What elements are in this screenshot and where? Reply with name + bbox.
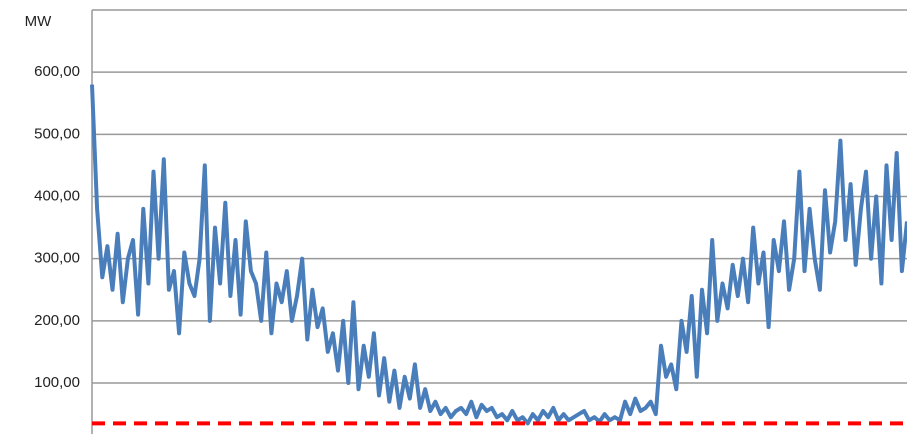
y-axis-title: MW bbox=[25, 13, 52, 30]
y-tick-label: 400,00 bbox=[34, 187, 80, 204]
y-tick-label: 500,00 bbox=[34, 125, 80, 142]
y-tick-label: 100,00 bbox=[34, 374, 80, 391]
y-tick-label: 200,00 bbox=[34, 312, 80, 329]
y-tick-label: 600,00 bbox=[34, 63, 80, 80]
y-tick-label: 300,00 bbox=[34, 250, 80, 267]
data-line bbox=[90, 84, 907, 426]
